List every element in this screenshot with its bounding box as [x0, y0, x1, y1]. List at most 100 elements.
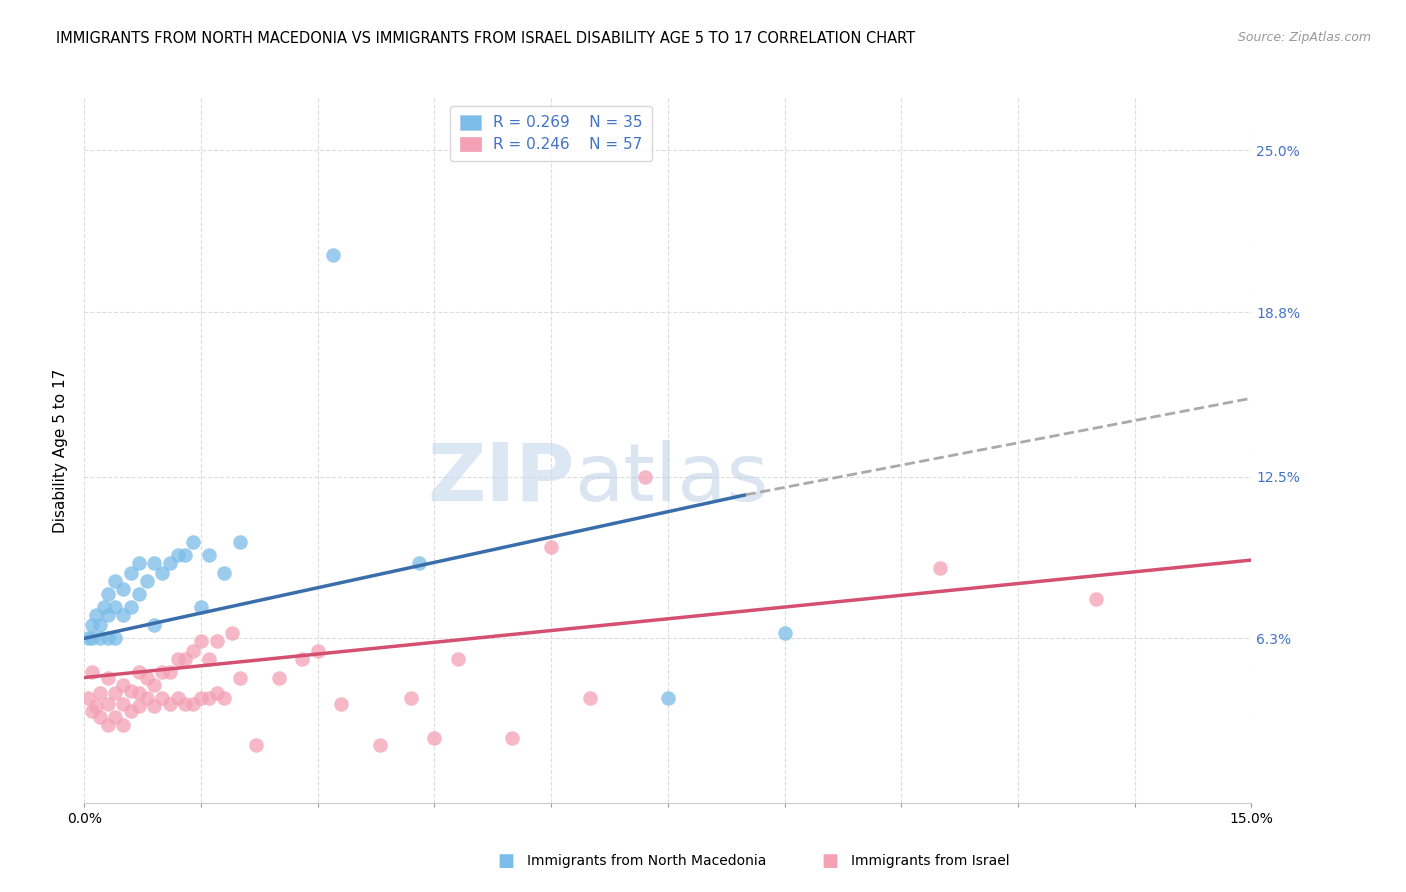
Point — [166, 548, 188, 562]
Point — [135, 574, 157, 588]
Point — [221, 626, 243, 640]
Point — [929, 561, 952, 575]
Point — [214, 566, 236, 581]
Point — [368, 739, 391, 753]
Point — [89, 632, 111, 646]
Point — [540, 540, 562, 554]
Point — [773, 626, 796, 640]
Point — [128, 665, 150, 680]
Point — [143, 556, 166, 570]
Text: atlas: atlas — [575, 440, 769, 517]
Point — [120, 600, 142, 615]
Text: ZIP: ZIP — [427, 440, 575, 517]
Text: Immigrants from North Macedonia: Immigrants from North Macedonia — [527, 854, 766, 868]
Point — [82, 632, 104, 646]
Point — [97, 717, 120, 731]
Point — [82, 618, 104, 632]
Point — [330, 697, 353, 711]
Point — [150, 691, 173, 706]
Point — [143, 678, 166, 692]
Point — [198, 691, 221, 706]
Point — [84, 699, 107, 714]
Point — [181, 644, 204, 658]
Point — [229, 671, 252, 685]
Point — [307, 644, 329, 658]
Point — [150, 665, 173, 680]
Point — [205, 634, 228, 648]
Point — [112, 717, 135, 731]
Point — [190, 634, 212, 648]
Point — [322, 248, 344, 262]
Point — [112, 582, 135, 596]
Point — [174, 697, 197, 711]
Point — [120, 683, 142, 698]
Point — [77, 632, 100, 646]
Point — [159, 665, 181, 680]
Point — [159, 697, 181, 711]
Point — [181, 534, 204, 549]
Point — [291, 652, 314, 666]
Point — [657, 691, 679, 706]
Point — [112, 607, 135, 622]
Point — [579, 691, 602, 706]
Point — [128, 686, 150, 700]
Point — [150, 566, 173, 581]
Point — [423, 731, 446, 745]
Point — [97, 632, 120, 646]
Point — [112, 697, 135, 711]
Point — [120, 705, 142, 719]
Point — [89, 686, 111, 700]
Point — [198, 652, 221, 666]
Point — [399, 691, 422, 706]
Point — [501, 731, 523, 745]
Point — [82, 665, 104, 680]
Text: ■: ■ — [821, 852, 838, 870]
Point — [89, 618, 111, 632]
Point — [128, 699, 150, 714]
Point — [1084, 592, 1107, 607]
Point — [205, 686, 228, 700]
Point — [166, 652, 188, 666]
Point — [143, 618, 166, 632]
Legend: R = 0.269    N = 35, R = 0.246    N = 57: R = 0.269 N = 35, R = 0.246 N = 57 — [450, 106, 652, 161]
Point — [174, 548, 197, 562]
Point — [190, 600, 212, 615]
Text: IMMIGRANTS FROM NORTH MACEDONIA VS IMMIGRANTS FROM ISRAEL DISABILITY AGE 5 TO 17: IMMIGRANTS FROM NORTH MACEDONIA VS IMMIG… — [56, 31, 915, 46]
Point — [198, 548, 221, 562]
Point — [166, 691, 188, 706]
Point — [82, 705, 104, 719]
Point — [104, 709, 127, 723]
Point — [135, 671, 157, 685]
Point — [97, 607, 120, 622]
Point — [447, 652, 470, 666]
Point — [97, 697, 120, 711]
Text: ■: ■ — [498, 852, 515, 870]
Point — [128, 556, 150, 570]
Point — [159, 556, 181, 570]
Point — [120, 566, 142, 581]
Point — [89, 709, 111, 723]
Point — [143, 699, 166, 714]
Point — [93, 600, 115, 615]
Text: Immigrants from Israel: Immigrants from Israel — [851, 854, 1010, 868]
Point — [174, 652, 197, 666]
Point — [190, 691, 212, 706]
Point — [633, 469, 655, 483]
Point — [104, 600, 127, 615]
Y-axis label: Disability Age 5 to 17: Disability Age 5 to 17 — [53, 368, 69, 533]
Point — [135, 691, 157, 706]
Point — [104, 574, 127, 588]
Point — [128, 587, 150, 601]
Point — [97, 671, 120, 685]
Point — [84, 607, 107, 622]
Point — [229, 534, 252, 549]
Text: Source: ZipAtlas.com: Source: ZipAtlas.com — [1237, 31, 1371, 45]
Point — [408, 556, 430, 570]
Point — [245, 739, 267, 753]
Point — [104, 686, 127, 700]
Point — [267, 671, 290, 685]
Point — [104, 632, 127, 646]
Point — [77, 691, 100, 706]
Point — [97, 587, 120, 601]
Point — [214, 691, 236, 706]
